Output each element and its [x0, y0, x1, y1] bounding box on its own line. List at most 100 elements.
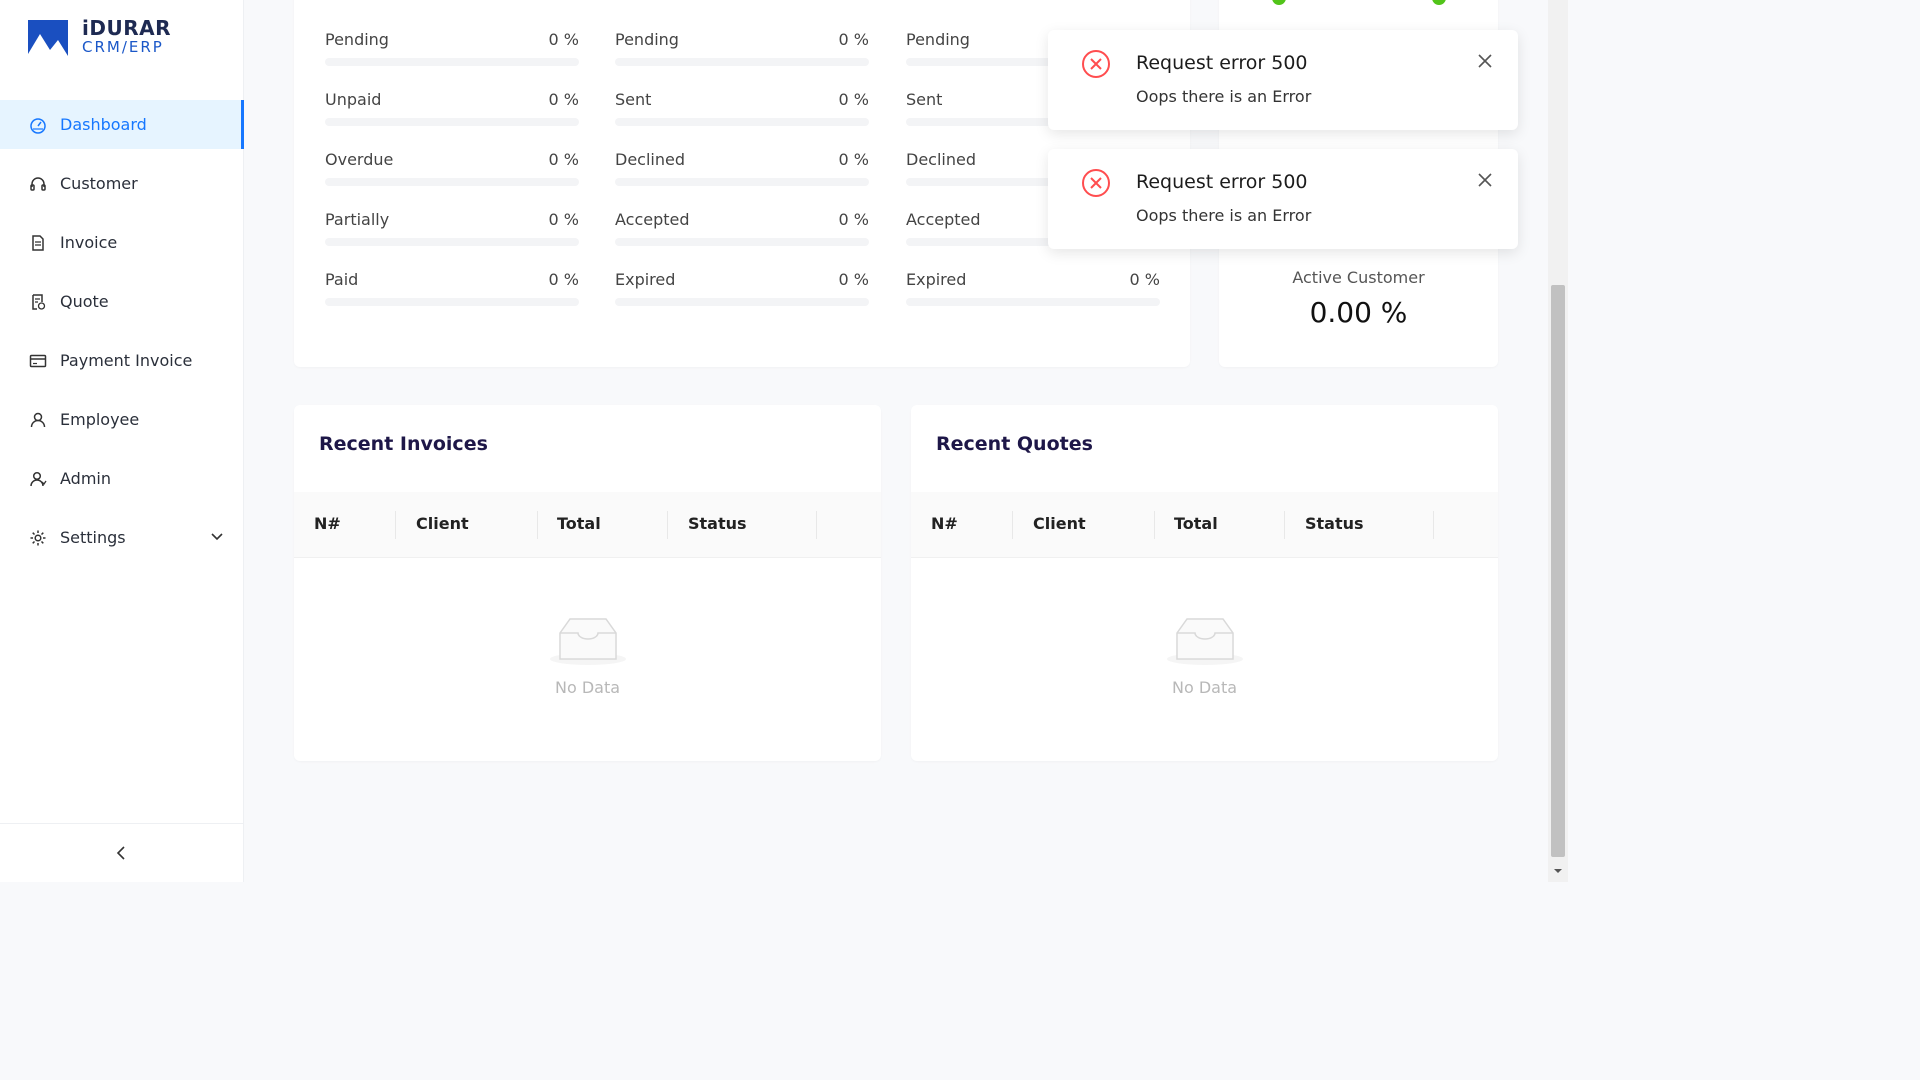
status-percent: 0 % — [548, 150, 579, 169]
column-header-client[interactable]: Client — [1033, 514, 1086, 533]
scrollbar-thumb[interactable] — [1551, 285, 1565, 857]
status-label: Overdue — [325, 150, 394, 169]
close-icon[interactable] — [1478, 173, 1492, 187]
chevron-down-icon[interactable] — [210, 529, 224, 543]
status-row: Accepted 0 % — [615, 210, 869, 270]
column-divider — [1012, 511, 1013, 539]
status-label: Accepted — [906, 210, 981, 229]
column-header-client[interactable]: Client — [416, 514, 469, 533]
status-percent: 0 % — [838, 30, 869, 49]
close-icon[interactable] — [1478, 54, 1492, 68]
sidebar-item-customer[interactable]: Customer — [0, 159, 244, 208]
status-percent: 0 % — [548, 210, 579, 229]
status-progress-bar — [906, 118, 1160, 126]
sidebar-item-invoice[interactable]: Invoice — [0, 218, 244, 267]
notification-title: Request error 500 — [1136, 171, 1308, 193]
status-percent: 0 % — [838, 90, 869, 109]
status-progress-bar — [325, 178, 579, 186]
empty-state-text: No Data — [1171, 678, 1238, 697]
empty-state-text: No Data — [554, 678, 621, 697]
status-label: Partially — [325, 210, 390, 229]
error-circle-icon — [1082, 169, 1110, 197]
status-row: Expired 0 % — [615, 270, 869, 330]
status-row: Sent — [906, 90, 1160, 150]
table-header: N# Client Total Status — [911, 492, 1498, 558]
recent-invoices-card: Recent Invoices N# Client Total Status N… — [294, 405, 881, 761]
status-progress-bar — [325, 118, 579, 126]
file-sync-icon — [28, 292, 48, 312]
file-text-icon — [28, 233, 48, 253]
status-row: Overdue 0 % — [325, 150, 579, 210]
notification-message: Oops there is an Error — [1136, 206, 1312, 225]
status-progress-bar — [906, 58, 1160, 66]
column-header-status[interactable]: Status — [688, 514, 747, 533]
headset-icon — [28, 174, 48, 194]
sidebar-item-admin[interactable]: Admin — [0, 454, 244, 503]
status-summary-card: Pending 0 % Unpaid 0 % Overdue 0 % Partially 0 … — [294, 0, 1190, 367]
sidebar-item-dashboard[interactable]: Dashboard — [0, 100, 244, 149]
status-row: Unpaid 0 % — [325, 90, 579, 150]
column-divider — [537, 511, 538, 539]
recent-invoices-title: Recent Invoices — [319, 433, 488, 455]
status-row: Partially 0 % — [325, 210, 579, 270]
status-row: Pending — [906, 30, 1160, 90]
status-row: Pending 0 % — [615, 30, 869, 90]
column-divider — [667, 511, 668, 539]
empty-inbox-icon — [1167, 618, 1243, 665]
status-progress-bar — [906, 298, 1160, 306]
sidebar-item-label: Admin — [60, 469, 111, 488]
status-progress-bar — [615, 298, 869, 306]
status-progress-bar — [615, 118, 869, 126]
status-row: Declined — [906, 150, 1160, 210]
status-label: Expired — [906, 270, 967, 289]
sidebar-item-label: Dashboard — [60, 115, 147, 134]
status-label: Accepted — [615, 210, 690, 229]
status-label: Paid — [325, 270, 359, 289]
column-divider — [1433, 511, 1434, 539]
user-icon — [28, 410, 48, 430]
page-scrollbar[interactable] — [1548, 0, 1568, 882]
status-label: Pending — [325, 30, 389, 49]
status-progress-bar — [615, 238, 869, 246]
sidebar-item-label: Customer — [60, 174, 138, 193]
status-label: Unpaid — [325, 90, 382, 109]
status-label: Expired — [615, 270, 676, 289]
status-percent: 0 % — [548, 30, 579, 49]
column-header-status[interactable]: Status — [1305, 514, 1364, 533]
status-percent: 0 % — [548, 90, 579, 109]
brand-name: iDURAR — [82, 16, 171, 40]
status-progress-bar — [906, 178, 1160, 186]
sidebar-collapse-button[interactable] — [0, 823, 244, 882]
column-divider — [1284, 511, 1285, 539]
gear-icon — [28, 528, 48, 548]
sidebar-item-label: Settings — [60, 528, 126, 547]
active-customer-label: Active Customer — [1292, 268, 1425, 287]
sidebar-item-employee[interactable]: Employee — [0, 395, 244, 444]
scroll-down-arrow-icon[interactable] — [1553, 866, 1563, 876]
status-label: Sent — [906, 90, 943, 109]
brand-logo[interactable]: iDURAR CRM/ERP — [26, 18, 171, 62]
column-divider — [816, 511, 817, 539]
status-row: Sent 0 % — [615, 90, 869, 150]
error-notification: Request error 500 Oops there is an Error — [1048, 30, 1518, 130]
dashboard-icon — [28, 115, 48, 135]
column-header-total[interactable]: Total — [1174, 514, 1218, 533]
brand-subtitle: CRM/ERP — [82, 38, 164, 56]
status-percent: 0 % — [1129, 270, 1160, 289]
sidebar-nav: Dashboard Customer Invoice Quote Payment… — [0, 100, 244, 572]
status-percent: 0 % — [838, 270, 869, 289]
status-row: Accepted — [906, 210, 1160, 270]
status-percent: 0 % — [548, 270, 579, 289]
column-header-total[interactable]: Total — [557, 514, 601, 533]
column-header-number[interactable]: N# — [931, 514, 958, 533]
sidebar-item-payment-invoice[interactable]: Payment Invoice — [0, 336, 244, 385]
sidebar-item-quote[interactable]: Quote — [0, 277, 244, 326]
chevron-left-icon — [116, 846, 125, 860]
notification-message: Oops there is an Error — [1136, 87, 1312, 106]
sidebar-item-label: Payment Invoice — [60, 351, 193, 370]
status-percent: 0 % — [838, 210, 869, 229]
column-header-number[interactable]: N# — [314, 514, 341, 533]
recent-quotes-card: Recent Quotes N# Client Total Status No … — [911, 405, 1498, 761]
sidebar-item-settings[interactable]: Settings — [0, 513, 244, 562]
error-circle-icon — [1082, 50, 1110, 78]
